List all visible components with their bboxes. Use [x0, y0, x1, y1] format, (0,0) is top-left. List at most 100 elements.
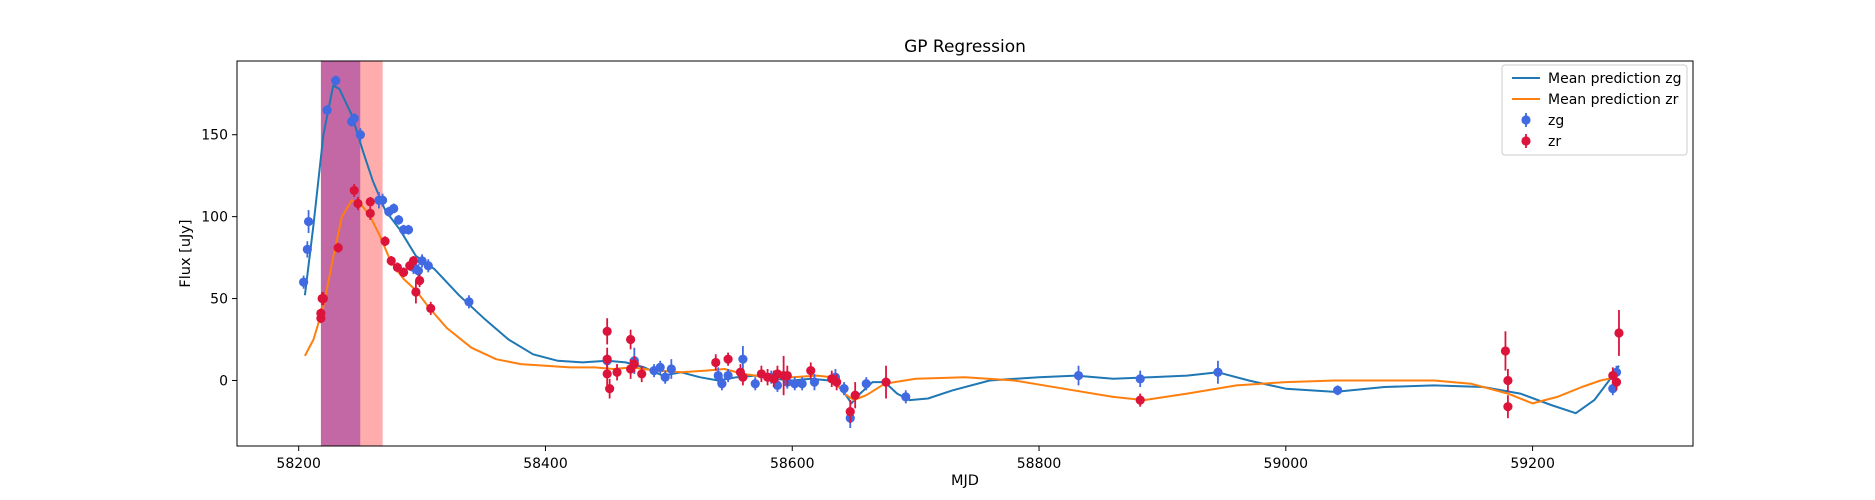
marker [299, 277, 309, 287]
data-point-zr [1503, 369, 1513, 392]
marker [655, 362, 665, 372]
data-point-zg [861, 377, 871, 391]
data-point-zr [333, 242, 343, 253]
data-point-zr [365, 196, 375, 207]
legend: Mean prediction zg Mean prediction zr zg zr [1501, 64, 1688, 156]
marker [318, 293, 328, 304]
data-point-zr [318, 292, 328, 306]
data-point-zr [392, 262, 403, 273]
marker [881, 377, 891, 387]
legend-label: Mean prediction zr [1548, 92, 1679, 108]
data-point-zr [1503, 395, 1513, 419]
legend-item: zr [1521, 134, 1561, 150]
data-point-zr [850, 382, 860, 409]
data-point-zr [426, 301, 436, 315]
legend-label: Mean prediction zg [1548, 71, 1682, 87]
marker [626, 334, 636, 345]
marker [723, 370, 733, 381]
marker [349, 113, 359, 123]
data-point-zr [386, 255, 396, 266]
marker [750, 379, 760, 389]
data-point-zg [394, 215, 404, 225]
data-point-zg [299, 275, 309, 289]
data-point-zg [302, 241, 312, 258]
y-axis-label: Flux [uJy] [178, 219, 194, 287]
data-point-zr [738, 369, 748, 386]
data-point-zr [711, 354, 721, 371]
marker [1611, 377, 1622, 387]
marker [1135, 395, 1145, 405]
marker [302, 244, 312, 255]
marker [711, 357, 721, 368]
data-point-zg [655, 360, 665, 374]
data-point-zg [660, 370, 670, 384]
marker [415, 275, 425, 286]
marker [839, 384, 849, 394]
marker [322, 105, 332, 115]
data-point-zr [629, 355, 639, 373]
marker [464, 297, 474, 307]
marker [738, 354, 748, 364]
data-point-zr [626, 329, 636, 350]
data-point-zg [723, 369, 733, 383]
marker [316, 308, 326, 318]
marker [713, 370, 723, 381]
marker [723, 354, 733, 364]
marker [605, 384, 615, 394]
x-axis-ticks: 58200 58400 58600 58800 59000 59200 [276, 446, 1555, 472]
legend-label: zg [1548, 113, 1564, 129]
marker [408, 256, 419, 266]
data-point-zg [809, 373, 820, 391]
x-tick-label: 58600 [770, 456, 815, 472]
marker [365, 208, 375, 218]
data-point-zr [1500, 331, 1511, 371]
data-point-zg [839, 382, 849, 396]
marker [303, 216, 314, 227]
marker [1500, 346, 1511, 356]
marker [629, 359, 639, 369]
marker [637, 369, 647, 379]
y-axis-ticks: 0 50 100 150 [201, 128, 237, 389]
data-point-zg [790, 377, 800, 391]
marker [782, 370, 792, 381]
marker [666, 364, 676, 374]
data-point-zr [845, 400, 855, 424]
data-point-zg [666, 359, 676, 379]
marker [1614, 328, 1624, 338]
legend-marker-swatch [1521, 115, 1531, 125]
data-point-zg [355, 128, 365, 142]
legend-item: Mean prediction zr [1512, 92, 1679, 108]
marker [392, 262, 403, 273]
data-point-zg [331, 75, 341, 86]
data-point-zr [398, 267, 409, 278]
legend-box [1501, 64, 1688, 156]
legend-marker-swatch [1521, 136, 1531, 146]
data-point-zr [365, 206, 375, 220]
data-point-zr [1611, 373, 1622, 391]
y-tick-label: 150 [201, 128, 228, 144]
x-tick-label: 58400 [523, 456, 568, 472]
marker [850, 390, 860, 400]
data-point-zr [408, 255, 419, 266]
data-point-zr [723, 352, 733, 366]
y-tick-label: 50 [210, 292, 228, 308]
marker [845, 406, 855, 417]
marker [797, 379, 807, 389]
marker [413, 266, 423, 276]
data-point-zr [637, 365, 647, 383]
plot-area-frame [236, 60, 1694, 447]
marker [806, 366, 816, 376]
marker [398, 267, 409, 277]
data-point-zg [1213, 360, 1223, 384]
marker [355, 130, 365, 140]
data-point-zg [797, 377, 807, 391]
data-point-zr [832, 373, 842, 391]
data-point-zr [602, 318, 612, 345]
marker [861, 379, 871, 389]
data-point-zr [1135, 393, 1145, 407]
x-tick-label: 58800 [1017, 456, 1062, 472]
x-axis-label: MJD [951, 473, 979, 489]
data-point-zr [602, 362, 612, 386]
data-point-zg [1135, 370, 1145, 388]
